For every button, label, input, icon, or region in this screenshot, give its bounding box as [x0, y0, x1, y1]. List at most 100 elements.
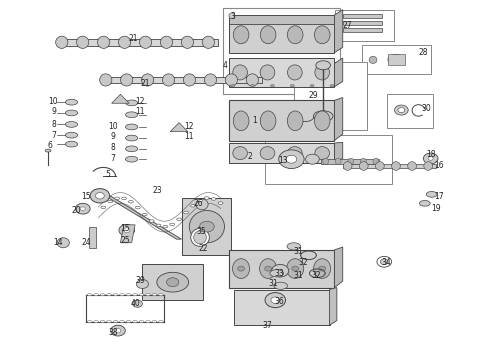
Ellipse shape [100, 294, 105, 296]
Bar [265, 135, 392, 184]
Ellipse shape [314, 259, 331, 278]
Ellipse shape [270, 270, 284, 277]
Ellipse shape [314, 111, 333, 122]
Ellipse shape [424, 162, 433, 170]
Ellipse shape [159, 320, 163, 323]
Ellipse shape [119, 36, 131, 48]
Ellipse shape [260, 259, 277, 278]
Text: 25: 25 [121, 237, 130, 246]
Ellipse shape [233, 111, 249, 131]
Ellipse shape [57, 238, 70, 248]
Ellipse shape [139, 320, 144, 323]
Ellipse shape [288, 147, 302, 159]
Text: 8: 8 [111, 143, 116, 152]
Ellipse shape [211, 198, 216, 200]
Bar [229, 15, 334, 24]
Ellipse shape [287, 259, 304, 278]
Text: 10: 10 [108, 122, 118, 131]
Ellipse shape [202, 36, 215, 48]
Ellipse shape [66, 110, 77, 116]
Text: 2: 2 [247, 152, 252, 161]
Ellipse shape [125, 112, 138, 118]
Ellipse shape [260, 26, 276, 44]
Ellipse shape [428, 157, 433, 160]
Bar [89, 226, 96, 248]
Ellipse shape [265, 293, 286, 308]
Text: 17: 17 [435, 192, 444, 201]
Ellipse shape [398, 108, 405, 113]
Polygon shape [334, 58, 343, 87]
Ellipse shape [139, 294, 144, 296]
Text: 13: 13 [278, 156, 288, 165]
Ellipse shape [330, 85, 334, 87]
Ellipse shape [287, 243, 301, 250]
Bar [101, 77, 262, 83]
Polygon shape [112, 94, 129, 103]
Text: 9: 9 [111, 132, 116, 141]
Text: 26: 26 [194, 199, 203, 208]
Polygon shape [334, 142, 343, 163]
Ellipse shape [80, 207, 85, 211]
Text: 31: 31 [293, 270, 303, 279]
Ellipse shape [423, 153, 438, 164]
Text: 37: 37 [262, 321, 272, 330]
Ellipse shape [408, 162, 416, 170]
Ellipse shape [287, 111, 303, 131]
Ellipse shape [126, 294, 131, 296]
Ellipse shape [100, 320, 105, 323]
Text: 6: 6 [47, 141, 52, 150]
Bar [229, 143, 334, 163]
Text: 10: 10 [49, 96, 58, 105]
Ellipse shape [380, 259, 388, 265]
Ellipse shape [291, 85, 294, 87]
Ellipse shape [361, 158, 367, 165]
Ellipse shape [270, 85, 274, 87]
Ellipse shape [142, 213, 147, 216]
Ellipse shape [306, 154, 319, 164]
Ellipse shape [152, 320, 157, 323]
Text: 15: 15 [121, 224, 130, 233]
Ellipse shape [76, 36, 89, 48]
Ellipse shape [233, 65, 247, 80]
Polygon shape [334, 10, 343, 53]
Ellipse shape [315, 65, 330, 80]
Ellipse shape [140, 36, 151, 48]
Bar [343, 14, 382, 18]
Text: 4: 4 [223, 61, 228, 70]
Bar [229, 58, 334, 87]
Ellipse shape [115, 328, 121, 333]
Ellipse shape [229, 13, 235, 19]
Text: 29: 29 [309, 91, 318, 100]
Text: 24: 24 [81, 238, 91, 247]
Ellipse shape [163, 225, 168, 228]
Text: 11: 11 [135, 107, 145, 116]
Ellipse shape [87, 294, 92, 296]
Text: 7: 7 [111, 154, 116, 163]
Ellipse shape [75, 203, 90, 214]
Ellipse shape [292, 266, 298, 271]
Polygon shape [170, 123, 188, 132]
Ellipse shape [279, 150, 304, 168]
Text: 34: 34 [382, 258, 392, 267]
Ellipse shape [94, 294, 98, 296]
Ellipse shape [163, 74, 174, 86]
Bar [343, 21, 382, 25]
Ellipse shape [316, 61, 331, 70]
Ellipse shape [373, 158, 379, 165]
Text: 7: 7 [51, 131, 56, 140]
Ellipse shape [126, 320, 131, 323]
Text: 21: 21 [129, 34, 138, 43]
Ellipse shape [99, 74, 112, 86]
Bar [335, 10, 394, 41]
Polygon shape [330, 288, 337, 325]
Ellipse shape [319, 266, 326, 271]
Bar [143, 264, 203, 300]
Ellipse shape [323, 158, 329, 165]
Ellipse shape [315, 26, 330, 44]
Ellipse shape [369, 56, 377, 63]
Text: 30: 30 [421, 104, 431, 113]
Ellipse shape [233, 259, 249, 278]
Bar [229, 250, 334, 288]
Text: 11: 11 [184, 132, 194, 141]
Ellipse shape [343, 162, 352, 170]
